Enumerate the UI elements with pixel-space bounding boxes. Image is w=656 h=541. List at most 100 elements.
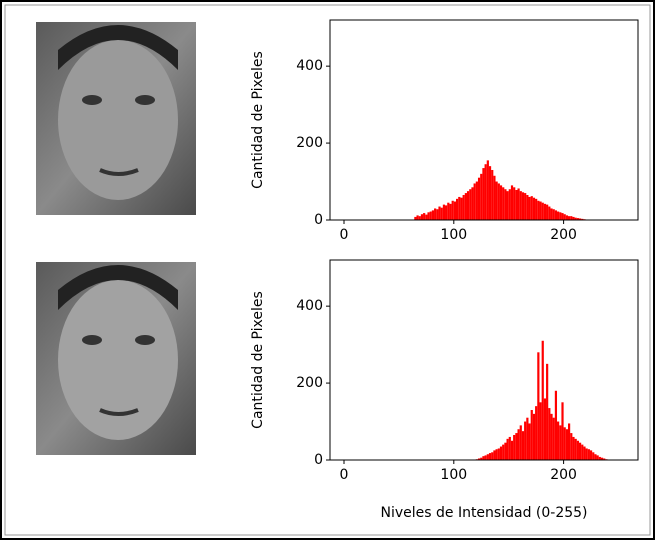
bar: [473, 183, 476, 220]
bar: [572, 216, 575, 220]
bar: [484, 455, 487, 460]
bar: [592, 452, 595, 460]
bar: [585, 448, 588, 460]
inner-frame: [4, 4, 651, 536]
bar: [548, 408, 551, 460]
histogram: 0 200 400 0 100 200 Cantidad de Pixeles: [250, 19, 639, 243]
bar: [480, 173, 483, 220]
bar: [513, 435, 516, 460]
bar: [425, 214, 428, 220]
bar: [506, 191, 509, 220]
bar: [515, 190, 518, 220]
bar: [488, 453, 492, 460]
bar: [493, 450, 496, 460]
bar: [570, 433, 573, 460]
bar: [451, 200, 454, 220]
x-tick-label: 200: [550, 227, 577, 243]
bar: [578, 442, 582, 460]
bar: [517, 429, 520, 460]
bar: [528, 423, 531, 460]
bar: [603, 458, 606, 460]
bar: [574, 438, 577, 460]
histogram: 0 200 400 0 100 200 Cantidad de Pixeles Niveles…: [250, 259, 639, 521]
bar: [510, 440, 514, 460]
bar: [535, 198, 538, 220]
bar: [414, 216, 417, 220]
bar: [418, 216, 421, 220]
bar: [449, 203, 452, 220]
x-tick-label: 100: [440, 227, 467, 243]
bar: [561, 213, 564, 220]
bar: [587, 449, 590, 460]
bar: [484, 164, 487, 220]
bar: [521, 431, 525, 460]
bar: [539, 201, 542, 220]
bar: [497, 183, 500, 220]
bar: [495, 449, 498, 460]
bar: [565, 429, 568, 460]
bar: [482, 168, 485, 220]
x-tick-label: 0: [340, 467, 349, 483]
bar: [546, 204, 549, 220]
y-axis-label: Cantidad de Pixeles: [250, 51, 266, 189]
bar: [519, 191, 522, 220]
bar: [508, 436, 511, 460]
bar: [482, 456, 485, 460]
bar: [563, 427, 566, 460]
bar: [420, 214, 424, 220]
x-tick-label: 0: [340, 227, 349, 243]
bar: [598, 456, 601, 460]
bar: [416, 215, 419, 220]
bar: [550, 413, 553, 460]
bar: [532, 413, 536, 460]
face-image: [36, 262, 196, 455]
bar: [486, 160, 489, 220]
x-axis-label: Niveles de Intensidad (0-255): [380, 505, 587, 521]
y-tick-label: 200: [296, 135, 323, 151]
y-tick-label: 200: [296, 375, 323, 391]
bar: [447, 202, 450, 220]
bar: [462, 195, 465, 220]
y-axis-label: Cantidad de Pixeles: [250, 291, 266, 429]
bar: [535, 406, 538, 460]
bar: [600, 457, 604, 460]
bar: [491, 170, 494, 220]
bar: [458, 196, 461, 220]
bar: [537, 200, 540, 220]
bar: [477, 177, 481, 220]
bar: [559, 212, 562, 220]
axes-frame: [329, 19, 639, 221]
bar: [581, 444, 584, 460]
bar: [548, 206, 551, 220]
bar: [561, 402, 564, 460]
bar: [557, 211, 560, 220]
bar: [499, 185, 503, 220]
bar: [552, 417, 555, 460]
bar: [526, 417, 529, 460]
bar: [568, 216, 571, 220]
x-tick-label: 200: [550, 467, 577, 483]
bar: [583, 446, 586, 460]
bar: [574, 217, 577, 220]
bar: [466, 191, 470, 220]
bar: [499, 446, 503, 460]
bar: [589, 450, 593, 460]
y-tick-label: 400: [296, 58, 323, 74]
bar: [519, 425, 522, 460]
bar: [565, 215, 568, 220]
bar: [596, 455, 599, 460]
bar: [524, 421, 527, 460]
bar: [502, 444, 505, 460]
bar: [486, 454, 489, 460]
bar: [578, 218, 582, 220]
bar: [453, 201, 456, 220]
face-image: [36, 22, 196, 215]
bar: [568, 423, 571, 460]
y-tick-label: 0: [314, 212, 323, 228]
y-tick-label: 0: [314, 452, 323, 468]
bar: [438, 206, 441, 220]
bar: [552, 209, 555, 220]
bar: [506, 438, 509, 460]
